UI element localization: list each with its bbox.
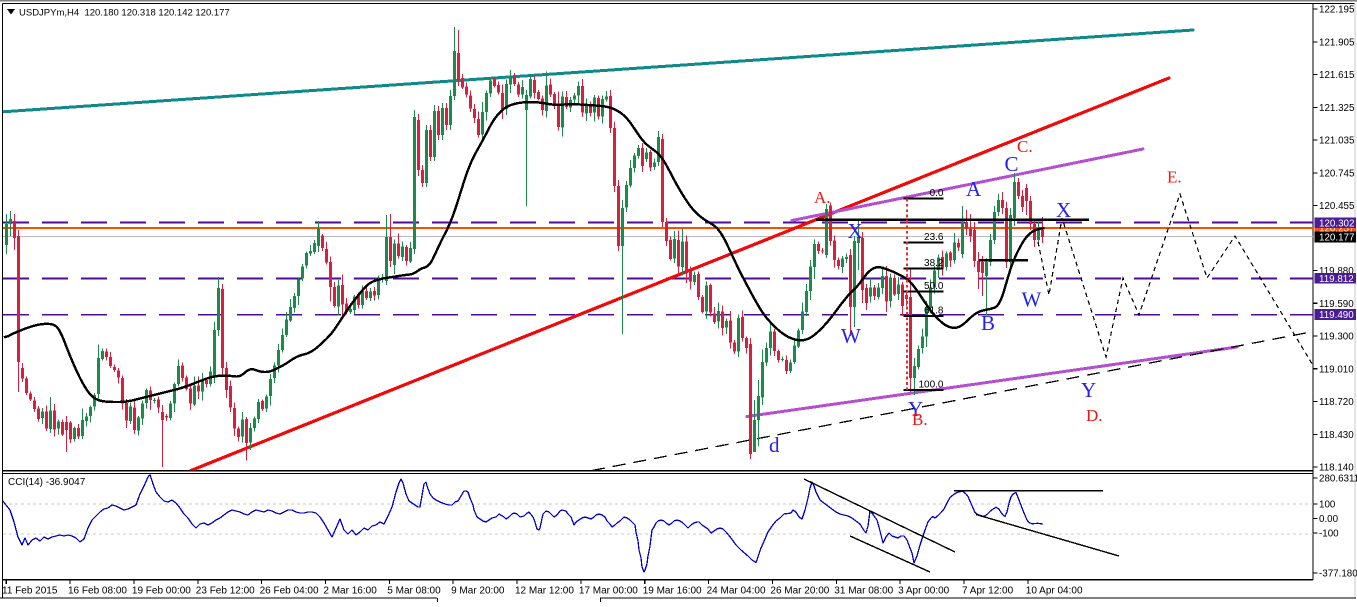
svg-text:23 Feb 12:00: 23 Feb 12:00 [196,586,255,597]
svg-text:5 Mar 08:00: 5 Mar 08:00 [387,586,441,597]
svg-text:280.6311: 280.6311 [1319,474,1357,485]
svg-text:100: 100 [1319,500,1336,511]
svg-text:X: X [1056,198,1071,222]
svg-text:118.140: 118.140 [1319,463,1354,474]
svg-text:122.195: 122.195 [1319,5,1355,16]
svg-text:2 Mar 16:00: 2 Mar 16:00 [323,586,377,597]
svg-text:7 Apr 12:00: 7 Apr 12:00 [962,586,1014,597]
svg-text:-377.1808: -377.1808 [1319,569,1357,580]
svg-text:26 Mar 20:00: 26 Mar 20:00 [770,586,829,597]
svg-text:A: A [966,177,982,201]
svg-text:118.720: 118.720 [1319,397,1354,408]
svg-text:119.490: 119.490 [1319,310,1354,321]
svg-text:Y: Y [908,397,923,421]
svg-text:9 Mar 20:00: 9 Mar 20:00 [451,586,505,597]
svg-text:119.010: 119.010 [1319,364,1354,375]
svg-text:D.: D. [1086,406,1103,425]
svg-text:121.035: 121.035 [1319,136,1355,147]
svg-text:120.302: 120.302 [1319,218,1354,229]
svg-text:0.00: 0.00 [1319,514,1339,525]
svg-text:19 Feb 00:00: 19 Feb 00:00 [132,586,191,597]
svg-text:B.: B. [912,410,928,429]
svg-text:16 Feb 08:00: 16 Feb 08:00 [68,586,127,597]
svg-text:24 Mar 04:00: 24 Mar 04:00 [707,586,766,597]
svg-text:121.325: 121.325 [1319,103,1355,114]
svg-text:W: W [841,324,861,348]
svg-text:B: B [981,311,995,335]
svg-text:120.745: 120.745 [1319,168,1355,179]
svg-text:50.0: 50.0 [924,281,944,292]
svg-text:121.615: 121.615 [1319,70,1355,81]
svg-text:C.: C. [1017,137,1033,156]
svg-text:119.590: 119.590 [1319,299,1354,310]
svg-text:17 Mar 00:00: 17 Mar 00:00 [579,586,638,597]
svg-text:d: d [769,433,780,457]
svg-text:100.0: 100.0 [918,380,943,391]
svg-text:38.2: 38.2 [924,258,944,269]
svg-text:120.257: 120.257 [1319,224,1354,235]
svg-text:23.6: 23.6 [924,232,944,243]
svg-text:26 Feb 04:00: 26 Feb 04:00 [260,586,319,597]
svg-text:CCI(14) -36.9047: CCI(14) -36.9047 [8,477,86,488]
svg-text:119.300: 119.300 [1319,332,1354,343]
svg-text:120.455: 120.455 [1319,201,1355,212]
svg-text:10 Apr 04:00: 10 Apr 04:00 [1026,586,1083,597]
svg-text:61.8: 61.8 [924,306,944,317]
svg-text:E.: E. [1167,168,1182,187]
svg-text:A.: A. [814,188,831,207]
svg-text:121.905: 121.905 [1319,37,1355,48]
svg-text:119.812: 119.812 [1319,274,1354,285]
svg-text:X: X [848,219,863,243]
svg-text:3 Apr 00:00: 3 Apr 00:00 [898,586,950,597]
svg-text:12 Mar 12:00: 12 Mar 12:00 [515,586,574,597]
svg-text:Y: Y [1081,378,1096,402]
svg-text:W: W [1022,288,1042,312]
svg-text:31 Mar 08:00: 31 Mar 08:00 [834,586,893,597]
svg-text:C: C [1005,152,1019,176]
svg-text:0.0: 0.0 [930,188,944,199]
svg-text:119.880: 119.880 [1319,266,1354,277]
svg-text:120.177: 120.177 [1319,233,1354,244]
svg-text:11 Feb 2015: 11 Feb 2015 [2,586,58,597]
svg-text:19 Mar 16:00: 19 Mar 16:00 [643,586,702,597]
svg-text:-100: -100 [1319,529,1339,540]
svg-text:118.430: 118.430 [1319,430,1354,441]
svg-text:USDJPYm,H4 120.180 120.318 12: USDJPYm,H4 120.180 120.318 120.142 120.1… [19,8,230,19]
